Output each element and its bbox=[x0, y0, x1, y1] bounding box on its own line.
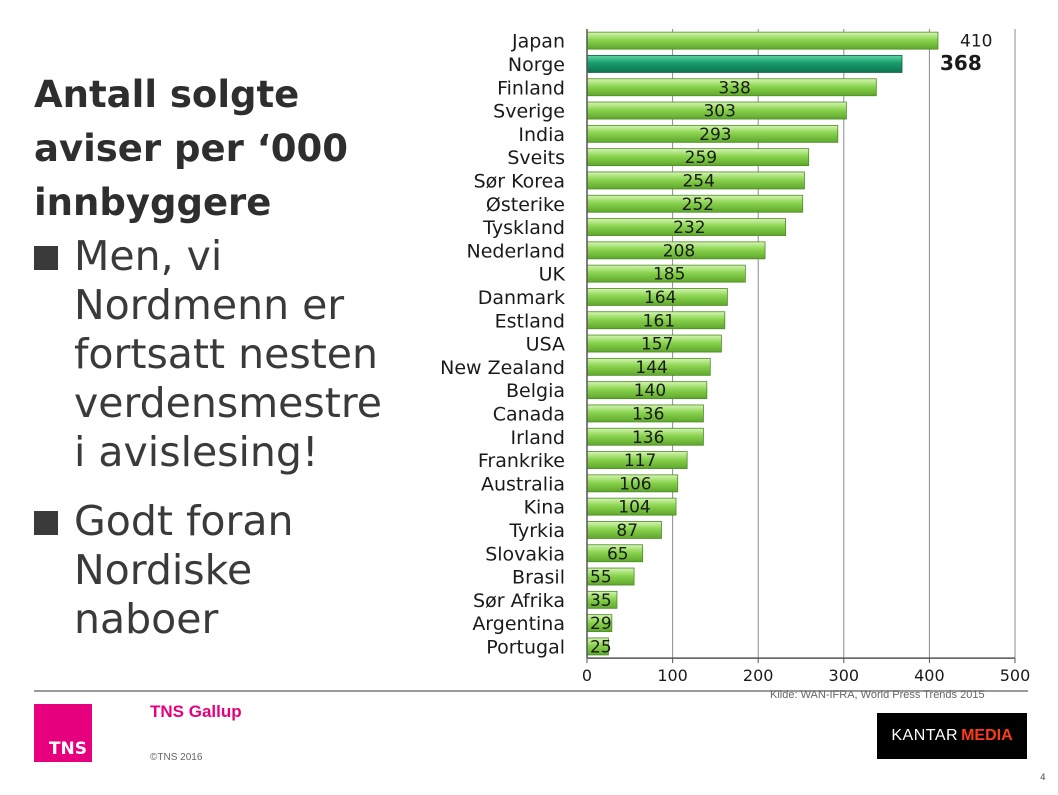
footer-divider bbox=[34, 690, 1028, 692]
bullet-text: Men, vi Nordmenn er fortsatt nesten verd… bbox=[74, 232, 383, 476]
category-label: Irland bbox=[511, 427, 565, 449]
data-label: 161 bbox=[643, 311, 675, 331]
kantar-media-logo: KANTAR MEDIA bbox=[877, 713, 1027, 759]
brand-name: TNS Gallup bbox=[150, 702, 242, 721]
category-label: Slovakia bbox=[485, 543, 565, 565]
x-tick-label: 0 bbox=[582, 666, 592, 685]
bar-chart: Japan 410 Norge 368 Finland 338 Sverige 303 Indi… bbox=[440, 29, 1031, 685]
category-label: Australia bbox=[481, 473, 565, 495]
category-label: Sør Afrika bbox=[473, 590, 565, 612]
data-label: 157 bbox=[641, 335, 673, 355]
data-label: 185 bbox=[653, 265, 685, 285]
category-label: UK bbox=[539, 264, 566, 286]
slide-title: Antall solgte aviser per ‘000 innbyggere bbox=[34, 73, 349, 224]
bar bbox=[586, 31, 939, 50]
x-tick-label: 300 bbox=[829, 666, 860, 685]
bullet-item: Godt foran Nordiske naboer bbox=[34, 497, 404, 644]
category-label: Danmark bbox=[478, 287, 565, 309]
data-label: 164 bbox=[644, 288, 676, 308]
data-label: 252 bbox=[682, 195, 714, 215]
data-label: 87 bbox=[616, 521, 638, 541]
category-label: Canada bbox=[493, 403, 565, 425]
data-label: 117 bbox=[624, 451, 656, 471]
bar bbox=[586, 55, 903, 73]
data-label: 136 bbox=[632, 404, 664, 424]
category-label: Tyskland bbox=[482, 217, 565, 239]
bullet-square-icon bbox=[34, 511, 58, 535]
x-tick-label: 200 bbox=[743, 666, 774, 685]
bullet-text: Godt foran Nordiske naboer bbox=[74, 497, 294, 643]
bullet-item: Men, vi Nordmenn er fortsatt nesten verd… bbox=[34, 232, 404, 477]
kantar-logo-text: KANTAR bbox=[891, 727, 959, 744]
category-label: Østerike bbox=[486, 194, 565, 216]
page-number: 4 bbox=[1040, 773, 1046, 783]
category-label: Kina bbox=[524, 497, 565, 519]
category-label: Japan bbox=[511, 31, 565, 53]
bullet-square-icon bbox=[34, 246, 58, 270]
category-label: Argentina bbox=[472, 613, 565, 635]
source-note: Kilde: WAN-IFRA, World Press Trends 2015 bbox=[770, 689, 985, 701]
category-label: Finland bbox=[497, 77, 565, 99]
category-label: Sør Korea bbox=[474, 170, 565, 192]
x-tick-label: 500 bbox=[1000, 666, 1031, 685]
data-label: 65 bbox=[607, 544, 629, 564]
x-tick-label: 400 bbox=[914, 666, 945, 685]
category-label: Sveits bbox=[507, 147, 565, 169]
category-label: Tyrkia bbox=[508, 520, 565, 542]
data-label: 35 bbox=[590, 591, 612, 611]
data-label: 208 bbox=[663, 241, 695, 261]
data-label: 338 bbox=[718, 78, 750, 98]
tns-logo: TNS bbox=[34, 704, 92, 762]
bullet-list: Men, vi Nordmenn er fortsatt nesten verd… bbox=[34, 232, 404, 664]
x-tick-label: 100 bbox=[657, 666, 688, 685]
data-label: 29 bbox=[590, 614, 612, 634]
data-label: 368 bbox=[940, 51, 982, 75]
data-label: 25 bbox=[590, 637, 612, 657]
data-label: 140 bbox=[634, 381, 666, 401]
category-label: Nederland bbox=[467, 240, 566, 262]
copyright-text: ©TNS 2016 bbox=[150, 752, 203, 763]
category-label: Estland bbox=[495, 310, 565, 332]
category-label: Portugal bbox=[486, 636, 565, 658]
data-label: 293 bbox=[699, 125, 731, 145]
category-label: Norge bbox=[508, 54, 565, 76]
data-label: 232 bbox=[673, 218, 705, 238]
data-label: 136 bbox=[632, 428, 664, 448]
category-label: Frankrike bbox=[478, 450, 565, 472]
data-label: 106 bbox=[619, 474, 651, 494]
data-label: 55 bbox=[590, 568, 612, 588]
data-label: 303 bbox=[703, 102, 735, 122]
data-label: 104 bbox=[618, 498, 650, 518]
category-label: New Zealand bbox=[440, 357, 565, 379]
category-label: Brasil bbox=[512, 567, 565, 589]
media-logo-text: MEDIA bbox=[961, 727, 1013, 744]
category-label: Sverige bbox=[493, 101, 565, 123]
data-label: 259 bbox=[685, 148, 717, 168]
category-label: USA bbox=[526, 334, 565, 356]
data-label: 144 bbox=[635, 358, 667, 378]
category-label: India bbox=[518, 124, 565, 146]
data-label: 254 bbox=[682, 171, 714, 191]
category-label: Belgia bbox=[506, 380, 565, 402]
data-label: 410 bbox=[960, 32, 992, 52]
